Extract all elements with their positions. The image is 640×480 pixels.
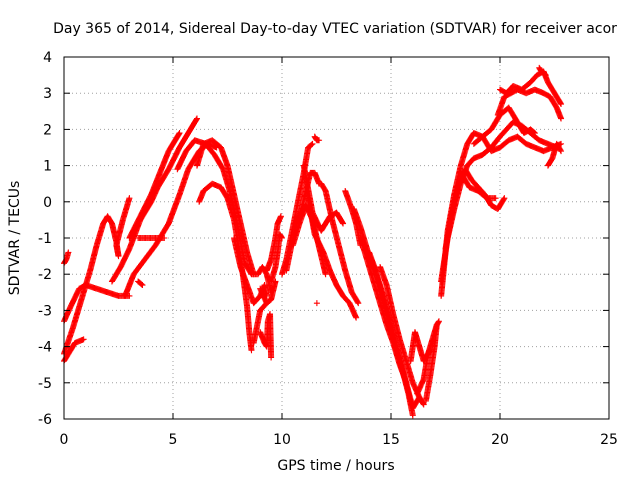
data-point [126, 195, 133, 202]
data-point [339, 219, 346, 226]
data-point [277, 213, 284, 220]
series-track-38 [457, 169, 499, 202]
series-track-39 [470, 104, 538, 147]
data-point [193, 115, 200, 122]
series-track-37 [442, 166, 508, 252]
series-track-1 [61, 282, 133, 325]
data-point [193, 116, 200, 123]
y-tick-label: -3 [38, 303, 52, 319]
data-point [176, 130, 183, 137]
data-point [138, 281, 145, 288]
series-track-14 [250, 300, 270, 346]
series-track-31 [366, 249, 416, 419]
series-track-8 [135, 235, 168, 241]
y-tick-label: -1 [38, 231, 52, 247]
series-track-6 [126, 130, 183, 241]
data-point [250, 271, 257, 278]
series-track-15 [257, 278, 279, 307]
y-tick-label: -4 [38, 340, 52, 356]
x-tick-label: 10 [273, 432, 291, 448]
x-tick-label: 15 [382, 432, 400, 448]
data-point [313, 300, 320, 307]
data-point [309, 140, 316, 147]
series-track-40 [494, 86, 565, 122]
series-track-35 [438, 130, 565, 299]
data-point [558, 101, 565, 108]
chart-title: Day 365 of 2014, Sidereal Day-to-day VTE… [53, 21, 617, 37]
data-point [557, 100, 564, 107]
x-tick-label: 0 [60, 432, 69, 448]
data-point [340, 220, 347, 227]
y-tick-label: 3 [43, 86, 52, 102]
series-track-12 [193, 137, 257, 278]
series-track-4 [61, 195, 133, 357]
data-point [354, 299, 361, 306]
series-track-22 [311, 133, 323, 144]
data-point [500, 196, 507, 203]
x-tick-label: 25 [600, 432, 618, 448]
y-tick-label: 0 [43, 195, 52, 211]
x-tick-label: 5 [169, 432, 178, 448]
data-point [268, 354, 275, 361]
data-point [65, 249, 72, 256]
y-tick-label: 4 [43, 50, 52, 66]
data-point [542, 72, 549, 79]
y-tick-label: -6 [38, 412, 52, 428]
series-track-9 [135, 278, 146, 289]
data-point [279, 235, 285, 241]
data-point [139, 282, 146, 289]
series-track-18 [257, 311, 275, 361]
data-point [557, 147, 564, 154]
data-point [420, 401, 427, 408]
series-track-3 [61, 249, 72, 267]
y-axis-label: SDTVAR / TECUs [7, 181, 23, 296]
data-point [308, 141, 315, 148]
series-track-13 [231, 235, 270, 307]
data-point [161, 235, 168, 241]
series-track-26 [318, 180, 362, 307]
series-track-32 [407, 329, 434, 365]
series-track-34 [422, 318, 442, 404]
data-point [501, 195, 508, 202]
data-point [355, 300, 362, 307]
series-track-43 [544, 140, 565, 169]
x-tick-label: 20 [491, 432, 509, 448]
data-point [531, 130, 538, 137]
data-point [420, 400, 427, 407]
x-axis-label: GPS time / hours [277, 458, 394, 474]
data-point [409, 412, 416, 419]
series-track-42 [536, 64, 549, 79]
data-point [558, 115, 565, 122]
data-point [541, 71, 548, 78]
data-point [80, 336, 87, 343]
y-tick-label: 1 [43, 159, 52, 175]
data-point [531, 129, 538, 136]
data-point [322, 271, 329, 278]
y-tick-label: -5 [38, 376, 52, 392]
data-points [61, 64, 565, 419]
series-track-16 [268, 231, 285, 285]
y-tick-label: -2 [38, 267, 52, 283]
data-point [248, 347, 255, 354]
series-track-5 [108, 115, 200, 285]
axis-ticks: 0 5 10 15 20 25 -6 -5 -4 -3 -2 -1 0 1 2 3 4 [38, 50, 618, 448]
data-point [316, 137, 323, 144]
data-point [353, 314, 360, 321]
data-point [558, 148, 565, 155]
data-point [435, 318, 442, 325]
data-point [492, 195, 499, 202]
series-track-23 [313, 300, 320, 307]
y-tick-label: 2 [43, 122, 52, 138]
data-point [175, 131, 182, 138]
series-track-17 [263, 213, 284, 274]
series-track-25 [305, 195, 360, 321]
